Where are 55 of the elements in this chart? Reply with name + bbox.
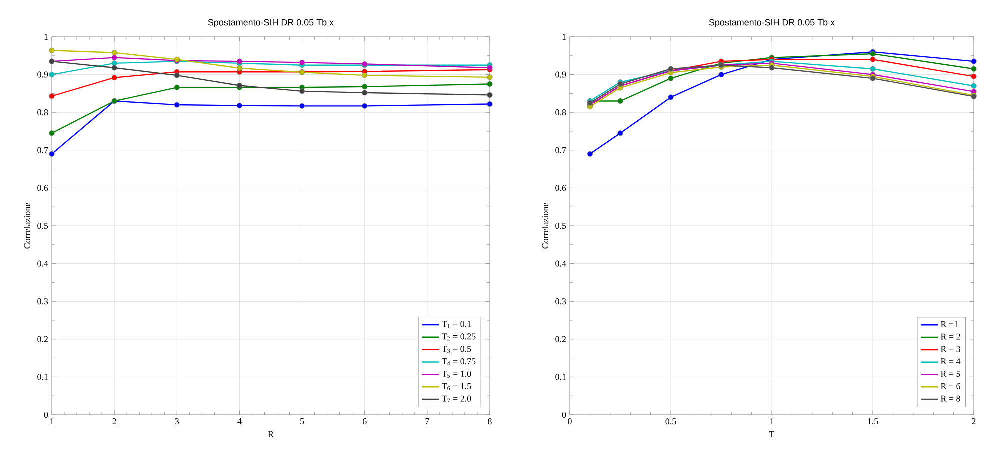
legend-label: T$_{5}$ = 1.0 xyxy=(442,370,472,378)
legend-label: R = 2 xyxy=(941,334,960,340)
x-tick-label: 8 xyxy=(488,418,492,425)
y-tick-label: 0.6 xyxy=(38,185,48,192)
y-tick-label: 0.5 xyxy=(38,222,48,230)
y-tick-label: 0 xyxy=(562,412,566,418)
x-tick-label: 3 xyxy=(175,418,180,425)
x-tick-label: 4 xyxy=(238,418,242,424)
legend-label: T$_{4}$ = 0.75 xyxy=(442,358,476,366)
legend-label: T$_{3}$ = 0.5 xyxy=(442,346,472,354)
x-tick-label: 0.5 xyxy=(666,418,676,425)
legend-label: R = 6 xyxy=(941,383,960,390)
legend-label: R =1 xyxy=(941,321,958,328)
chart-title: Spostamento-SIH DR 0.05 Tb x xyxy=(709,19,835,28)
y-tick-label: 1 xyxy=(562,34,566,40)
y-tick-label: 0.1 xyxy=(556,374,566,380)
y-tick-label: 0.6 xyxy=(556,185,566,192)
x-tick-label: 2 xyxy=(972,418,976,424)
y-tick-label: 0.2 xyxy=(556,336,566,342)
y-tick-label: 0.4 xyxy=(556,260,566,267)
chart-title: Spostamento-SIH DR 0.05 Tb x xyxy=(208,19,334,28)
x-tick-label: 7 xyxy=(426,418,430,424)
legend-label: R = 3 xyxy=(941,346,960,352)
legend-label: R = 5 xyxy=(941,371,960,377)
legend-label: R = 8 xyxy=(941,396,960,402)
y-tick-label: 0.5 xyxy=(556,222,566,230)
legend-label: T$_{1}$ = 0.1 xyxy=(442,321,472,328)
y-tick-label: 0.8 xyxy=(556,110,566,116)
y-tick-label: 0.1 xyxy=(38,374,48,380)
y-tick-label: 0.8 xyxy=(38,110,48,116)
x-tick-label: 2 xyxy=(112,418,116,424)
y-tick-label: 0.9 xyxy=(38,72,48,78)
y-tick-label: 0.3 xyxy=(556,298,566,305)
y-tick-label: 0 xyxy=(44,412,48,418)
x-axis-title: R xyxy=(268,431,274,438)
legend-label: T$_{7}$ = 2.0 xyxy=(442,396,472,403)
x-tick-label: 1 xyxy=(50,418,54,424)
y-axis-title: Correlazione xyxy=(542,203,548,249)
x-tick-label: 6 xyxy=(363,418,367,425)
x-axis-title: T xyxy=(769,431,775,438)
x-tick-label: 1 xyxy=(770,418,774,424)
y-tick-label: 0.2 xyxy=(38,336,48,342)
y-tick-label: 0.4 xyxy=(38,260,48,267)
x-tick-label: 0 xyxy=(568,418,572,425)
y-tick-label: 0.7 xyxy=(556,147,566,154)
legend-label: R = 4 xyxy=(941,358,961,365)
y-axis-title: Correlazione xyxy=(24,203,30,249)
legend-label: T$_{6}$ = 1.5 xyxy=(442,383,472,390)
y-tick-label: 0.9 xyxy=(556,72,566,78)
legend-label: T$_{2}$ = 0.25 xyxy=(442,334,476,341)
x-tick-label: 5 xyxy=(300,418,304,424)
y-tick-label: 0.7 xyxy=(38,147,48,154)
y-tick-label: 0.3 xyxy=(38,298,48,305)
x-tick-label: 1.5 xyxy=(868,418,878,425)
y-tick-label: 1 xyxy=(44,34,48,40)
